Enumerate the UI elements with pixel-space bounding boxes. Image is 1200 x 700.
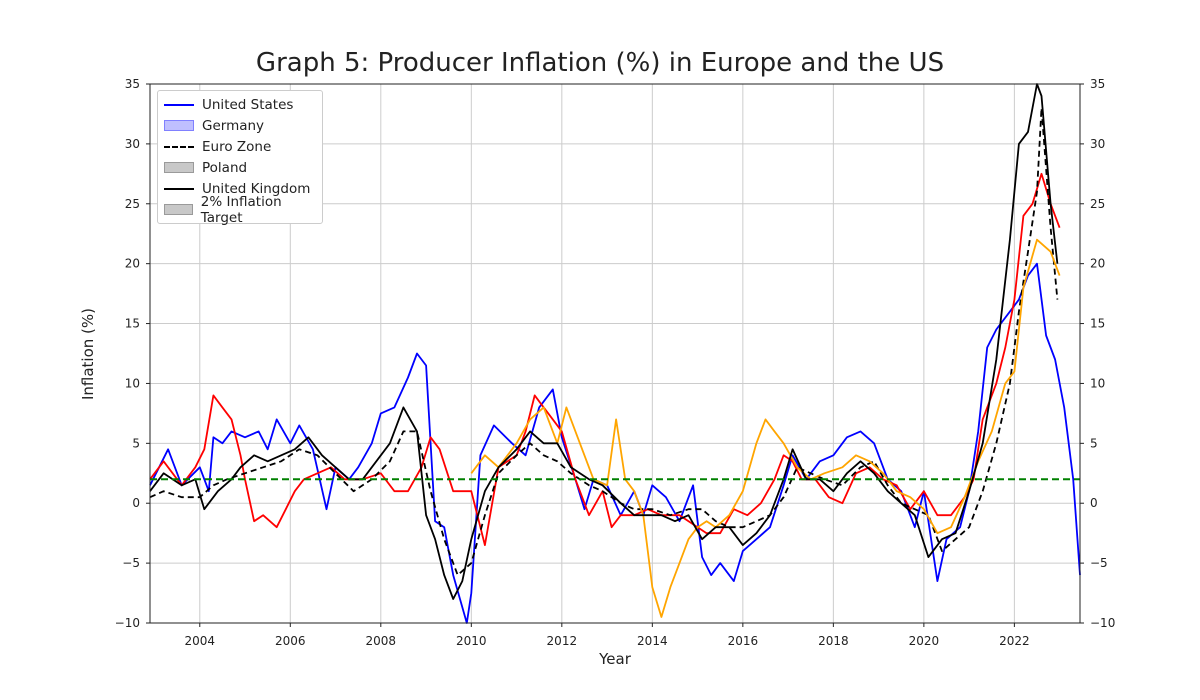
- y-tick-label-right: 30: [1090, 137, 1105, 151]
- legend-label: United Kingdom: [202, 180, 311, 197]
- y-tick-label-right: 20: [1090, 257, 1105, 271]
- legend-item: Poland: [158, 157, 322, 178]
- y-tick-label-right: −10: [1090, 616, 1115, 630]
- y-tick-label-right: 0: [1090, 496, 1098, 510]
- legend-item: United States: [158, 94, 322, 115]
- y-tick-label-left: 0: [132, 496, 140, 510]
- x-tick-label: 2004: [185, 634, 216, 648]
- series-line-euro-zone: [149, 107, 1059, 576]
- series-line-united-states: [149, 262, 1081, 624]
- y-tick-label-right: 25: [1090, 197, 1105, 211]
- y-tick-label-left: 20: [125, 257, 140, 271]
- legend-swatch: [164, 120, 194, 131]
- x-tick-label: 2018: [818, 634, 849, 648]
- x-tick-label: 2008: [366, 634, 397, 648]
- series-line-united-kingdom: [149, 83, 1059, 600]
- legend-label: United States: [202, 96, 294, 113]
- x-axis-label: Year: [599, 650, 631, 668]
- y-tick-label-right: −5: [1090, 556, 1108, 570]
- x-tick-label: 2022: [999, 634, 1030, 648]
- legend-swatch: [164, 162, 194, 173]
- series-layer: [149, 83, 1081, 624]
- x-tick-label: 2012: [547, 634, 578, 648]
- y-tick-label-left: −5: [122, 556, 140, 570]
- y-tick-label-left: −10: [115, 616, 140, 630]
- y-axis-label: Inflation (%): [79, 307, 97, 401]
- legend-item: Euro Zone: [158, 136, 322, 157]
- series-line-germany: [149, 172, 1061, 546]
- chart-title: Graph 5: Producer Inflation (%) in Europ…: [255, 48, 945, 78]
- legend-label: 2% Inflation Target: [200, 193, 282, 226]
- y-tick-label-left: 5: [132, 436, 140, 450]
- legend-label: Poland: [202, 159, 248, 176]
- legend-label: Euro Zone: [202, 138, 272, 155]
- y-tick-label-right: 35: [1090, 77, 1105, 91]
- y-tick-label-left: 10: [125, 376, 140, 390]
- y-tick-label-right: 15: [1090, 317, 1105, 331]
- legend-item: 2% Inflation Target: [158, 194, 322, 226]
- x-tick-label: 2016: [728, 634, 759, 648]
- x-tick-label: 2020: [909, 634, 940, 648]
- x-tick-label: 2010: [456, 634, 487, 648]
- y-tick-label-left: 30: [125, 137, 140, 151]
- legend-swatch: [164, 204, 193, 215]
- x-tick-label: 2006: [275, 634, 306, 648]
- y-tick-label-left: 25: [125, 197, 140, 211]
- legend-swatch: [164, 98, 194, 112]
- y-tick-label-right: 10: [1090, 376, 1105, 390]
- legend-item: United Kingdom: [158, 178, 322, 199]
- series-line-poland: [470, 238, 1061, 618]
- legend-item: Germany: [158, 115, 322, 136]
- y-tick-label-right: 5: [1090, 436, 1098, 450]
- plot-frame: [149, 83, 1081, 624]
- y-tick-label-left: 35: [125, 77, 140, 91]
- x-tick-label: 2014: [637, 634, 668, 648]
- legend: United States Germany Euro Zone Poland Unite…: [157, 90, 323, 226]
- y-tick-label-left: 15: [125, 317, 140, 331]
- legend-swatch: [164, 182, 194, 196]
- legend-swatch: [164, 140, 194, 154]
- tick-layer: 2004 2006 2008 2010 2012 2014 2016 2018 2020 2022…: [115, 77, 1116, 648]
- legend-label: Germany: [202, 117, 265, 134]
